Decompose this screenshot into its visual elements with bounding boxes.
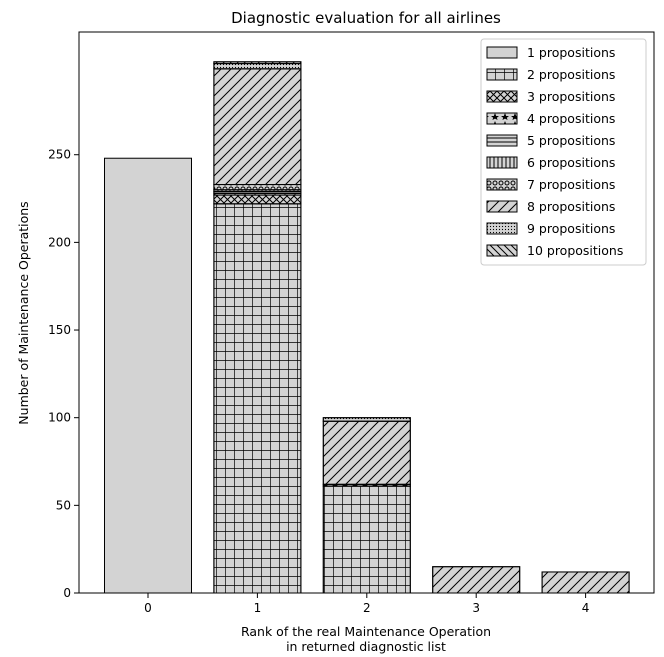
legend-label: 1 propositions xyxy=(527,45,615,60)
x-tick-label: 0 xyxy=(144,601,152,615)
legend-swatch-hatch xyxy=(486,200,518,213)
x-axis: 0 1 2 3 4 xyxy=(144,593,589,615)
bar-hatch-cat1-series2 xyxy=(213,203,302,594)
x-tick-label: 4 xyxy=(582,601,590,615)
legend-swatch-hatch xyxy=(486,244,518,257)
legend-label: 7 propositions xyxy=(527,177,615,192)
legend-swatch-hatch xyxy=(486,112,518,125)
x-tick-label: 2 xyxy=(363,601,371,615)
bar-hatch-cat4-series8 xyxy=(541,571,630,594)
x-tick-label: 3 xyxy=(472,601,480,615)
bar-hatch-cat2-series8 xyxy=(322,420,411,485)
legend-label: 10 propositions xyxy=(527,243,623,258)
y-tick-label: 0 xyxy=(63,586,71,600)
bar-hatch-cat3-series8 xyxy=(432,566,521,594)
legend-swatch-hatch xyxy=(486,90,518,103)
y-axis: 0 50 100 150 200 250 xyxy=(48,148,79,600)
legend-frame xyxy=(480,38,647,266)
y-tick-label: 150 xyxy=(48,323,71,337)
legend-label: 4 propositions xyxy=(527,111,615,126)
chart-title: Diagnostic evaluation for all airlines xyxy=(231,9,501,27)
y-tick-label: 50 xyxy=(56,498,71,512)
legend-label: 2 propositions xyxy=(527,67,615,82)
y-axis-label: Number of Maintenance Operations xyxy=(16,201,31,424)
bar-hatch-cat1-series8 xyxy=(213,68,302,186)
legend-label: 6 propositions xyxy=(527,155,615,170)
bar-hatch-cat2-series9 xyxy=(322,417,411,422)
legend: 1 propositions 2 propositions 3 propositio… xyxy=(480,38,647,266)
bars-group xyxy=(104,61,630,594)
y-tick-label: 200 xyxy=(48,235,71,249)
legend-label: 5 propositions xyxy=(527,133,615,148)
y-tick-label: 250 xyxy=(48,148,71,162)
legend-label: 9 propositions xyxy=(527,221,615,236)
legend-swatch-hatch xyxy=(486,68,518,81)
x-tick-label: 1 xyxy=(254,601,262,615)
y-tick-label: 100 xyxy=(48,411,71,425)
bar-cat0-series1 xyxy=(104,157,192,594)
bar-hatch-cat1-series3 xyxy=(213,194,302,205)
x-axis-label-line-1: Rank of the real Maintenance Operation xyxy=(241,624,491,639)
legend-swatch-hatch xyxy=(486,156,518,169)
legend-swatch-hatch xyxy=(486,222,518,235)
legend-swatch-hatch xyxy=(486,178,518,191)
bar-hatch-cat1-series10 xyxy=(213,61,302,65)
bar-hatch-cat2-series2 xyxy=(322,485,411,594)
legend-swatch xyxy=(486,46,518,59)
legend-swatch-hatch xyxy=(486,134,518,147)
legend-label: 3 propositions xyxy=(527,89,615,104)
legend-label: 8 propositions xyxy=(527,199,615,214)
bar-hatch-cat1-series7 xyxy=(213,184,302,191)
bar-hatch-cat1-series9 xyxy=(213,63,302,70)
x-axis-label-line-2: in returned diagnostic list xyxy=(286,639,446,654)
